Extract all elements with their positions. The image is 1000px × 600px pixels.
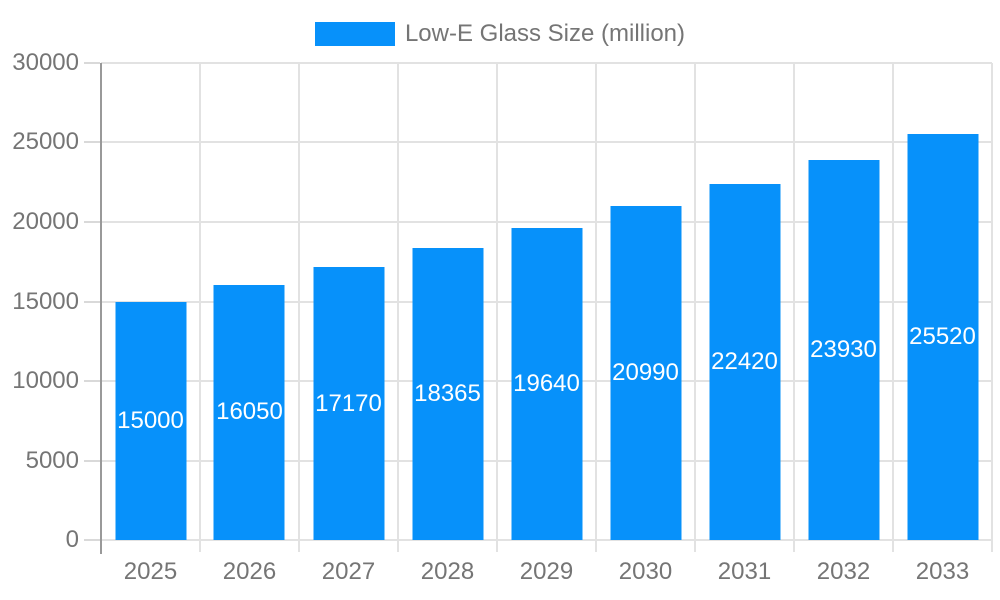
grid-line-vertical xyxy=(892,63,894,552)
bar-value-label: 16050 xyxy=(216,398,283,426)
grid-line-horizontal xyxy=(101,539,992,541)
y-axis-label: 10000 xyxy=(12,366,79,394)
bar-2032[interactable]: 23930 xyxy=(808,159,879,540)
y-axis-line xyxy=(100,63,102,554)
bar-value-label: 23930 xyxy=(810,335,877,363)
grid-line-horizontal xyxy=(101,141,992,144)
bar-2033[interactable]: 25520 xyxy=(907,134,978,540)
legend-swatch[interactable] xyxy=(314,22,395,46)
bar-value-label: 17170 xyxy=(315,389,382,417)
y-axis-tick xyxy=(84,300,100,303)
y-axis-label: 0 xyxy=(65,526,79,553)
grid-line-horizontal xyxy=(101,62,992,64)
grid-line-vertical xyxy=(693,63,696,552)
y-axis-tick xyxy=(84,220,100,223)
grid-line-vertical xyxy=(496,63,498,552)
bar-2027[interactable]: 17170 xyxy=(313,267,384,540)
x-axis-label: 2030 xyxy=(618,558,673,585)
bar-value-label: 15000 xyxy=(117,406,184,434)
bar-2028[interactable]: 18365 xyxy=(412,248,483,540)
legend: Low-E Glass Size (million) xyxy=(0,20,1000,48)
y-axis-label: 30000 xyxy=(12,49,79,76)
plot-area: 0 5000 10000 15000 20000 25000 30000 15000 2025 1… xyxy=(12,51,993,584)
x-axis-label: 2026 xyxy=(222,558,277,585)
bar-2025[interactable]: 15000 xyxy=(115,301,186,540)
bar-value-label: 22420 xyxy=(711,347,778,375)
x-axis-label: 2031 xyxy=(717,558,772,585)
y-axis-tick xyxy=(84,539,100,541)
bar-value-label: 25520 xyxy=(909,323,976,351)
grid-line-vertical xyxy=(298,63,300,552)
grid-line-vertical xyxy=(991,63,993,552)
y-axis-tick xyxy=(84,459,100,462)
bar-value-label: 18365 xyxy=(414,380,481,407)
bar-2029[interactable]: 19640 xyxy=(511,227,582,540)
y-axis-label: 25000 xyxy=(12,128,79,156)
grid-line-horizontal xyxy=(101,220,992,223)
x-axis-label: 2033 xyxy=(915,558,970,585)
x-axis-label: 2025 xyxy=(123,558,178,585)
x-axis-label: 2032 xyxy=(816,558,871,585)
x-axis-label: 2027 xyxy=(321,558,376,585)
x-axis-label: 2029 xyxy=(519,558,574,585)
grid-line-vertical xyxy=(793,63,795,552)
grid-line-vertical xyxy=(199,63,201,552)
y-axis-label: 5000 xyxy=(25,446,79,474)
bar-value-label: 20990 xyxy=(612,359,679,387)
legend-label[interactable]: Low-E Glass Size (million) xyxy=(404,20,686,47)
bar-2030[interactable]: 20990 xyxy=(610,206,681,540)
bar-2026[interactable]: 16050 xyxy=(213,284,285,540)
y-axis-label: 15000 xyxy=(12,287,79,315)
bar-value-label: 19640 xyxy=(513,369,580,397)
y-axis-tick xyxy=(84,379,100,382)
bar-2031[interactable]: 22420 xyxy=(709,183,780,540)
y-axis-tick xyxy=(84,141,100,144)
y-axis-label: 20000 xyxy=(12,207,79,235)
grid-line-vertical xyxy=(396,63,399,552)
y-axis-tick xyxy=(84,62,100,64)
grid-line-vertical xyxy=(595,63,597,552)
x-axis-label: 2028 xyxy=(420,558,475,585)
